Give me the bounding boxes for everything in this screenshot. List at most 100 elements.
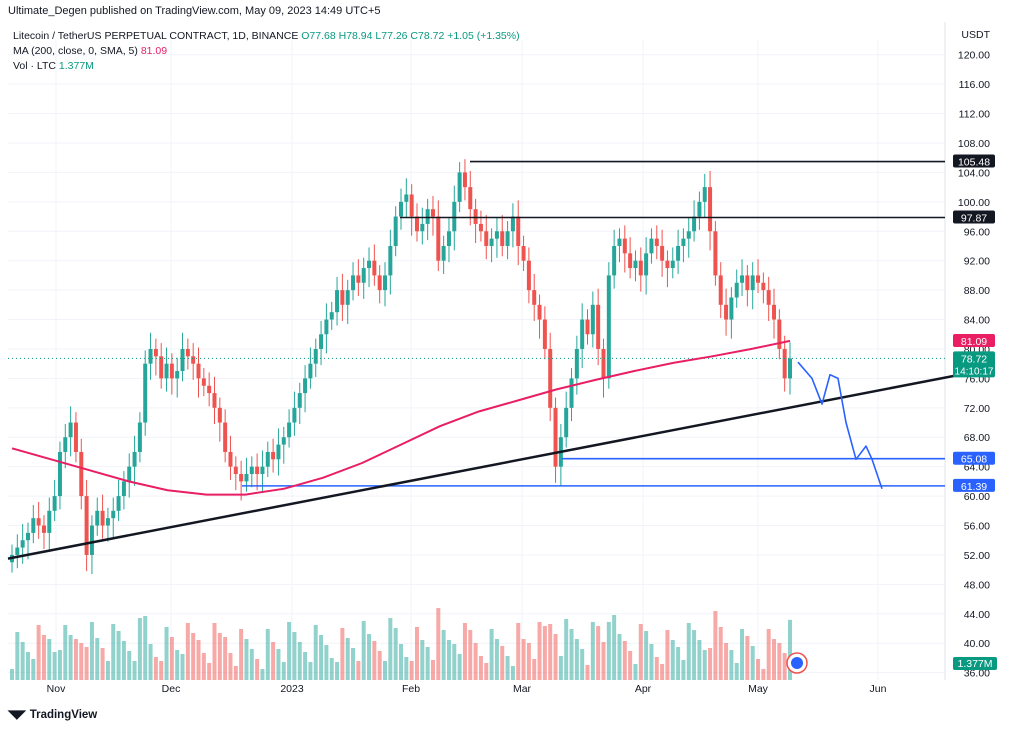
volume-bar <box>553 634 558 680</box>
candle-body <box>724 304 729 320</box>
volume-bar <box>356 661 361 680</box>
x-tick-label: Apr <box>635 683 652 695</box>
volume-bar <box>36 625 41 680</box>
y-tick-label: 36.00 <box>964 668 990 680</box>
volume-bar <box>788 619 792 680</box>
volume-bar <box>148 644 153 680</box>
candle-body <box>628 253 633 269</box>
volume-bar <box>425 647 430 680</box>
ma-line <box>11 339 791 496</box>
volume-bar <box>15 632 20 680</box>
candle-body <box>180 348 185 372</box>
candle-body <box>782 348 787 379</box>
candle-body <box>399 201 403 217</box>
ma-value: 81.09 <box>140 45 168 57</box>
volume-bar <box>63 625 68 680</box>
candle-body <box>249 466 254 475</box>
y-tick-label: 72.00 <box>964 403 990 415</box>
volume-bar <box>297 642 302 680</box>
candle-body <box>729 297 734 320</box>
candle-body <box>228 451 233 467</box>
y-tick-label: 116.00 <box>959 79 990 91</box>
price-label-box <box>953 451 995 465</box>
volume-bar <box>388 618 393 680</box>
volume-bar <box>255 659 260 680</box>
volume-bar <box>617 634 622 680</box>
candle-body <box>265 451 270 467</box>
candle-body <box>446 231 451 246</box>
candle-body <box>686 231 691 239</box>
candle-body <box>196 363 201 379</box>
volume-bar <box>116 631 121 680</box>
candle-body <box>116 496 121 511</box>
volume-bar <box>372 641 377 680</box>
candle-body <box>681 238 686 246</box>
candle-body <box>47 510 52 533</box>
candle-body <box>542 319 547 349</box>
candle-body <box>548 348 553 408</box>
volume-bar <box>580 649 585 680</box>
candle-body <box>377 275 382 291</box>
candle-body <box>473 209 478 224</box>
volume-bar <box>532 659 537 680</box>
candle-body <box>329 312 334 320</box>
volume-bar <box>207 663 212 680</box>
volume-bar <box>761 669 766 680</box>
volume-bar <box>84 647 89 680</box>
time-axis[interactable]: Nov Dec 2023 Feb Mar Apr May Jun <box>47 683 887 695</box>
volume-bar <box>25 652 30 680</box>
price-label-text: 97.87 <box>961 213 987 225</box>
candle-body <box>692 216 697 232</box>
volume-bar <box>10 669 14 680</box>
x-tick-label: Nov <box>47 683 66 695</box>
volume-bar <box>622 641 627 680</box>
candle-body <box>553 407 558 467</box>
volume-bar <box>756 659 761 680</box>
volume-bar <box>180 654 185 680</box>
volume-bar <box>233 666 238 680</box>
volume-bar <box>542 626 547 680</box>
candle-body <box>708 187 713 232</box>
volume-bar <box>505 656 510 680</box>
volume-bar <box>383 661 388 680</box>
volume-bar <box>681 660 686 680</box>
candles <box>10 159 792 575</box>
candle-body <box>137 422 142 452</box>
volume-bar <box>750 646 755 680</box>
candle-body <box>223 422 228 452</box>
volume-bar <box>526 643 531 680</box>
volume-bar <box>351 648 356 680</box>
volume-bar <box>249 649 254 680</box>
countdown-text: 14:10:17 <box>955 366 994 377</box>
candle-body <box>255 466 260 475</box>
volume-bar <box>633 664 638 680</box>
volume-bar <box>159 661 164 680</box>
legend-ma-line: MA (200, close, 0, SMA, 5) 81.09 <box>13 45 167 57</box>
volume-bar <box>57 650 62 680</box>
candle-body <box>510 216 515 232</box>
volume-bar <box>169 637 174 680</box>
y-tick-label: 92.00 <box>964 256 990 268</box>
volume-bar <box>548 624 553 680</box>
brand-text: TradingView <box>29 709 98 721</box>
volume-bar <box>596 626 601 680</box>
volume-bar <box>708 648 713 680</box>
publisher-line: Ultimate_Degen published on TradingView.… <box>8 5 381 17</box>
candle-body <box>20 540 25 548</box>
volume-bar <box>612 615 617 680</box>
volume-bar <box>601 642 606 680</box>
x-tick-label: 2023 <box>280 683 304 695</box>
volume-bar <box>191 633 196 680</box>
volume-bar <box>606 622 611 680</box>
y-tick-label: 52.00 <box>964 550 990 562</box>
volume-bar <box>521 639 526 680</box>
forecast-path <box>797 361 883 489</box>
volume-bar <box>324 645 329 680</box>
volume-bars <box>10 608 792 680</box>
candle-body <box>537 304 542 320</box>
candle-body <box>303 378 308 394</box>
candle-body <box>73 422 78 452</box>
volume-bar <box>217 633 222 680</box>
candle-body <box>457 172 462 202</box>
